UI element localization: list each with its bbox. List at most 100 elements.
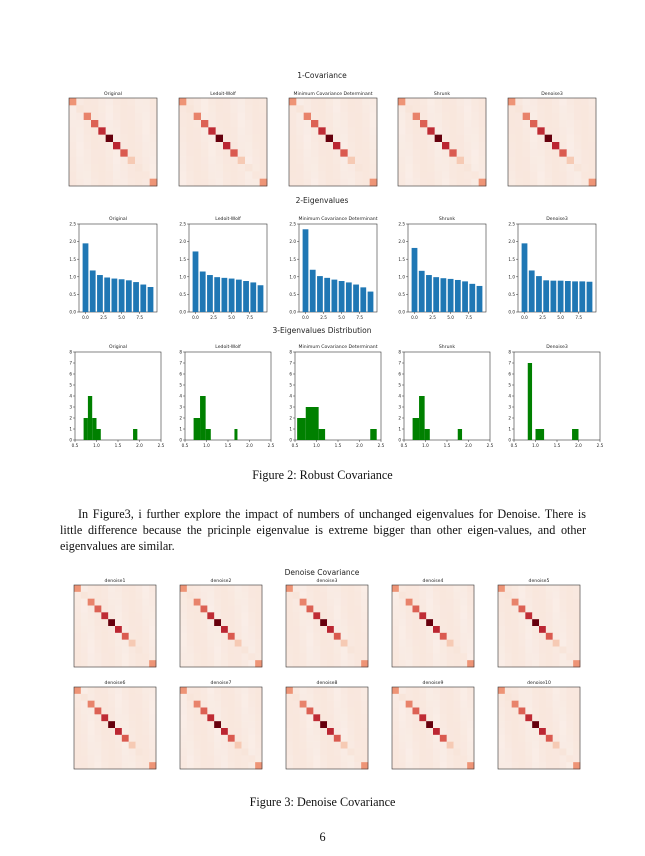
heatmap-cell: [180, 585, 188, 593]
heatmap-cell: [306, 755, 314, 763]
heatmap-cell: [234, 605, 242, 613]
y-tick-label: 2.5: [69, 222, 76, 227]
heatmap-cell: [434, 171, 443, 179]
heatmap-cell: [552, 612, 560, 620]
heatmap-cell: [362, 178, 370, 187]
heatmap-cell: [412, 755, 420, 763]
heatmap-cell: [511, 653, 519, 661]
heatmap-cell: [180, 721, 188, 729]
heatmap-cell: [327, 714, 335, 722]
y-tick-label: 7: [508, 361, 511, 366]
heatmap-cell: [398, 149, 406, 157]
heatmap-cell: [128, 632, 136, 640]
y-tick-label: 2.5: [398, 222, 405, 227]
heatmap-cell: [320, 687, 328, 695]
heatmap-cell: [453, 714, 461, 722]
heatmap-cell: [149, 660, 157, 668]
heatmap-cell: [135, 134, 143, 143]
heatmap-cell: [340, 660, 348, 668]
heatmap-cell: [333, 156, 341, 165]
heatmap-cell: [566, 98, 575, 106]
heatmap-cell: [69, 178, 77, 187]
heatmap-cell: [340, 98, 348, 106]
heatmap-cell: [405, 721, 413, 729]
heatmap-cell: [504, 762, 512, 770]
heatmap-cell: [460, 734, 468, 742]
heatmap-cell: [237, 156, 246, 165]
heatmap-cell: [333, 112, 341, 121]
heatmap-cell: [259, 149, 268, 157]
heatmap-cell: [498, 687, 506, 695]
heatmap-cell: [286, 707, 294, 715]
heatmap-cell: [498, 605, 506, 613]
heatmap-cell: [333, 687, 341, 695]
heatmap-cell: [552, 734, 560, 742]
heatmap-cell: [83, 134, 92, 143]
heatmap-cell: [149, 598, 157, 606]
chart-title: Minimum Covariance Determinant: [299, 216, 378, 222]
heatmap-cell: [115, 612, 123, 620]
panel-title: Original: [104, 91, 122, 97]
heatmap-cell: [94, 626, 102, 634]
heatmap-cell: [361, 734, 369, 742]
heatmap-cell: [80, 646, 88, 654]
heatmap-cell: [149, 653, 157, 661]
heatmap-cell: [292, 762, 300, 770]
heatmap-cell: [559, 762, 567, 770]
heatmap-cell: [355, 164, 363, 172]
histogram-bar: [205, 429, 211, 440]
heatmap-cell: [467, 626, 475, 634]
heatmap-cell: [498, 660, 506, 668]
heatmap-cell: [74, 612, 82, 620]
heatmap-cell: [186, 171, 194, 179]
heatmap-cell: [545, 605, 553, 613]
heatmap-cell: [237, 142, 246, 150]
heatmap-cell: [515, 127, 523, 135]
heatmap-cell: [87, 693, 95, 701]
heatmap-cell: [405, 598, 413, 606]
heatmap-cell: [320, 639, 328, 647]
row-title: 2-Eigenvalues: [296, 196, 349, 205]
panel-title: Minimum Covariance Determinant: [294, 91, 373, 97]
histogram-bar: [424, 429, 430, 440]
heatmap-cell: [320, 721, 328, 729]
heatmap-cell: [115, 714, 123, 722]
heatmap-cell: [419, 734, 427, 742]
heatmap-cell: [347, 734, 355, 742]
heatmap-cell: [120, 120, 128, 128]
heatmap-cell: [453, 626, 461, 634]
heatmap-cell: [405, 142, 413, 150]
heatmap-cell: [419, 660, 427, 668]
heatmap-cell: [439, 585, 447, 593]
heatmap-cell: [559, 646, 567, 654]
heatmap-cell: [525, 639, 533, 647]
heatmap-cell: [559, 619, 567, 627]
heatmap-cell: [234, 714, 242, 722]
heatmap-cell: [252, 156, 260, 165]
heatmap-cell: [467, 639, 475, 647]
heatmap-cell: [354, 626, 362, 634]
eigenvalue-bar: [440, 278, 447, 312]
heatmap-cell: [347, 626, 355, 634]
heatmap-cell: [405, 693, 413, 701]
x-tick-label: 5.0: [228, 315, 235, 320]
y-tick-label: 2: [69, 416, 72, 421]
heatmap-cell: [127, 142, 136, 150]
heatmap-cell: [460, 707, 468, 715]
heatmap-cell: [149, 728, 157, 736]
heatmap-cell: [121, 632, 129, 640]
heatmap-cell: [142, 707, 150, 715]
heatmap-cell: [193, 660, 201, 668]
heatmap-cell: [318, 171, 326, 179]
heatmap-cell: [289, 98, 297, 106]
heatmap-cell: [525, 619, 533, 627]
heatmap-cell: [193, 728, 201, 736]
heatmap-cell: [320, 741, 328, 749]
eigenvalue-bar: [528, 270, 535, 312]
heatmap-cell: [362, 149, 370, 157]
heatmap-cell: [215, 164, 224, 172]
heatmap-cell: [115, 598, 123, 606]
heatmap-cell: [545, 619, 553, 627]
heatmap-cell: [515, 112, 523, 121]
x-tick-label: 5.0: [447, 315, 454, 320]
